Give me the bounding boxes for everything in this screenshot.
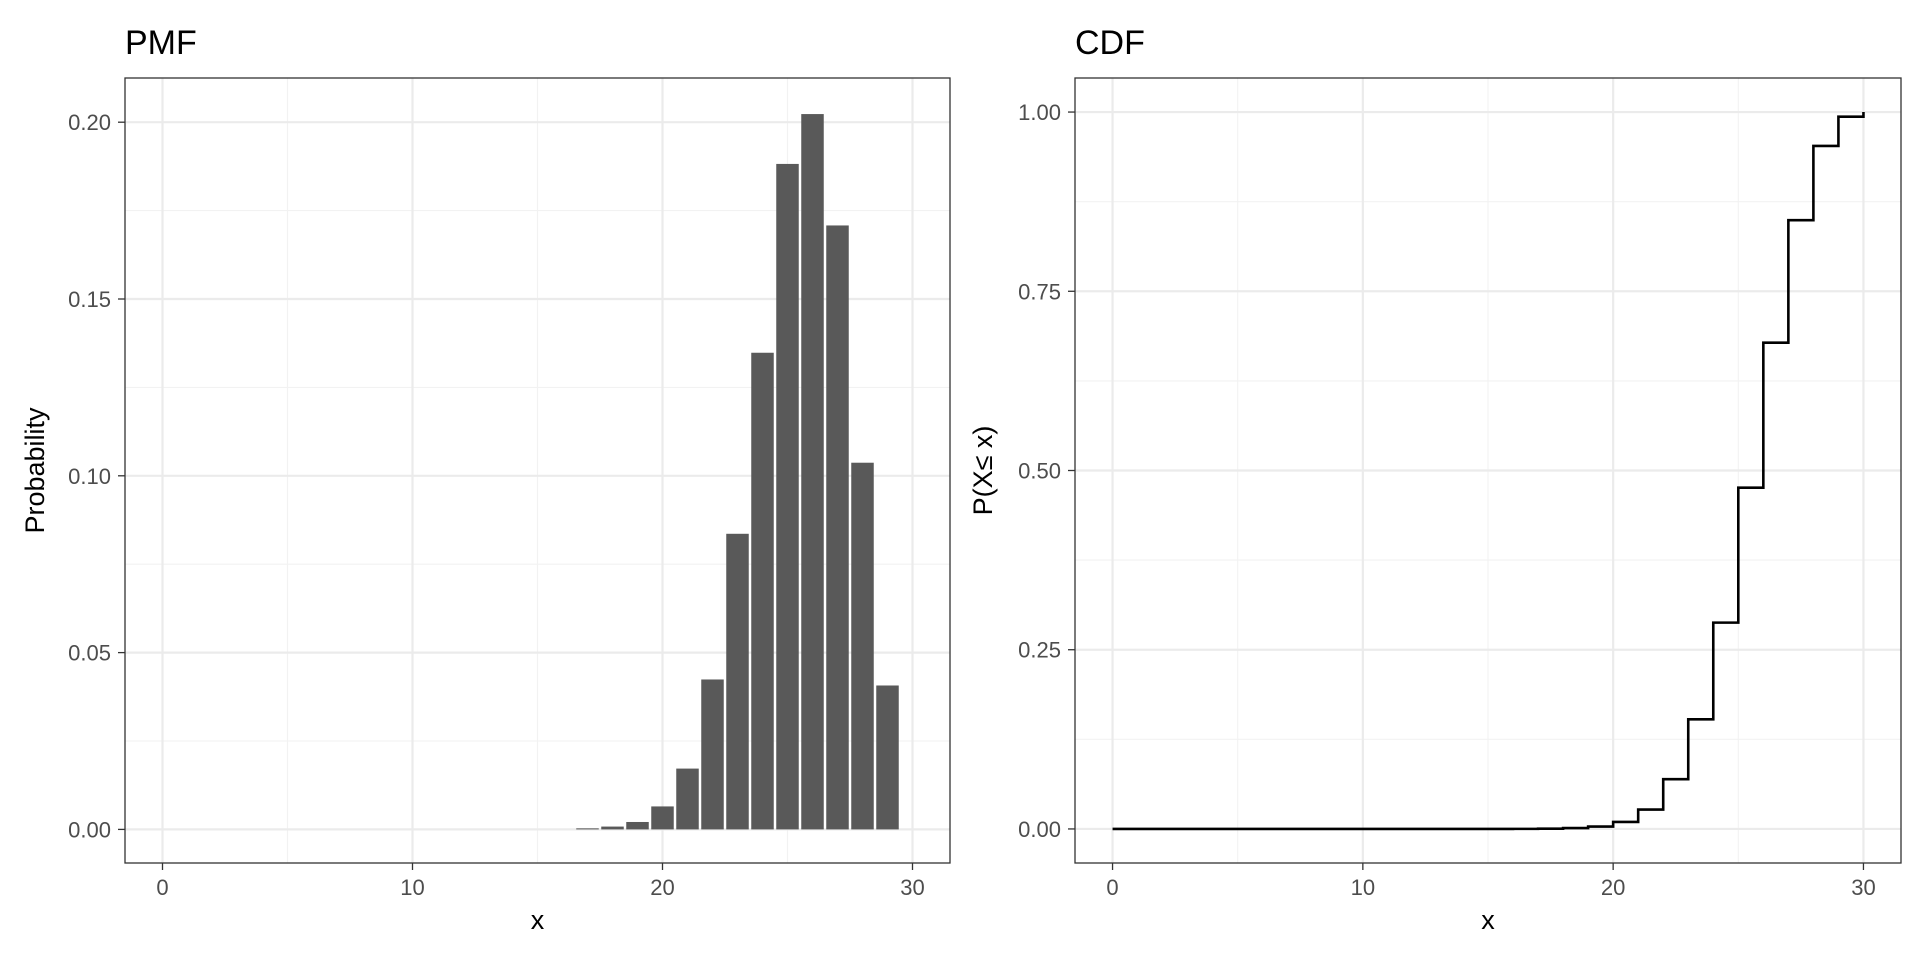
x-tick-label: 10: [1351, 875, 1375, 900]
bar-x-27: [826, 225, 849, 830]
y-tick-label: 0.25: [1018, 638, 1061, 663]
y-tick-label: 0.15: [68, 287, 111, 312]
bar-x-28: [851, 462, 874, 830]
y-tick-label: 0.00: [1018, 817, 1061, 842]
x-tick-label: 0: [156, 875, 168, 900]
cdf-panel: 0.00 0.25 0.50 0.75 1.00 0 10 20 30 CDF x P(X≤ x): [968, 24, 1902, 935]
y-tick-label: 0.20: [68, 110, 111, 135]
y-tick-label: 0.00: [68, 817, 111, 842]
y-tick-label: 0.05: [68, 641, 111, 666]
bar-x-29: [876, 685, 899, 830]
x-axis-title: x: [1481, 905, 1495, 935]
x-tick-label: 20: [650, 875, 674, 900]
y-axis-title: P(X≤ x): [968, 426, 998, 516]
x-tick-label: 30: [900, 875, 924, 900]
bar-x-18: [601, 826, 624, 830]
bar-x-19: [626, 821, 649, 830]
bar-x-25: [776, 163, 799, 830]
y-tick-label: 1.00: [1018, 100, 1061, 125]
x-tick-label: 20: [1601, 875, 1625, 900]
x-tick-label: 10: [400, 875, 424, 900]
panel-title: CDF: [1075, 24, 1145, 62]
panel-border: [124, 77, 951, 864]
cdf-step-line: [1112, 112, 1865, 831]
bar-x-26: [801, 114, 824, 830]
bar-x-20: [651, 806, 674, 830]
bar-x-17: [576, 828, 599, 830]
y-tick-label: 0.50: [1018, 459, 1061, 484]
x-axis-title: x: [531, 905, 545, 935]
y-tick-label: 0.10: [68, 464, 111, 489]
pmf-panel: 0.00 0.05 0.10 0.15 0.20 0 10 20 30 PMF x Probabili…: [20, 24, 951, 935]
bar-x-24: [751, 352, 774, 830]
bar-x-21: [676, 768, 699, 830]
bar-x-23: [726, 533, 749, 830]
panel-title: PMF: [125, 24, 197, 62]
x-tick-label: 0: [1106, 875, 1118, 900]
bar-x-22: [701, 679, 724, 830]
x-tick-label: 30: [1851, 875, 1875, 900]
y-axis-title: Probability: [20, 407, 50, 534]
y-tick-label: 0.75: [1018, 279, 1061, 304]
